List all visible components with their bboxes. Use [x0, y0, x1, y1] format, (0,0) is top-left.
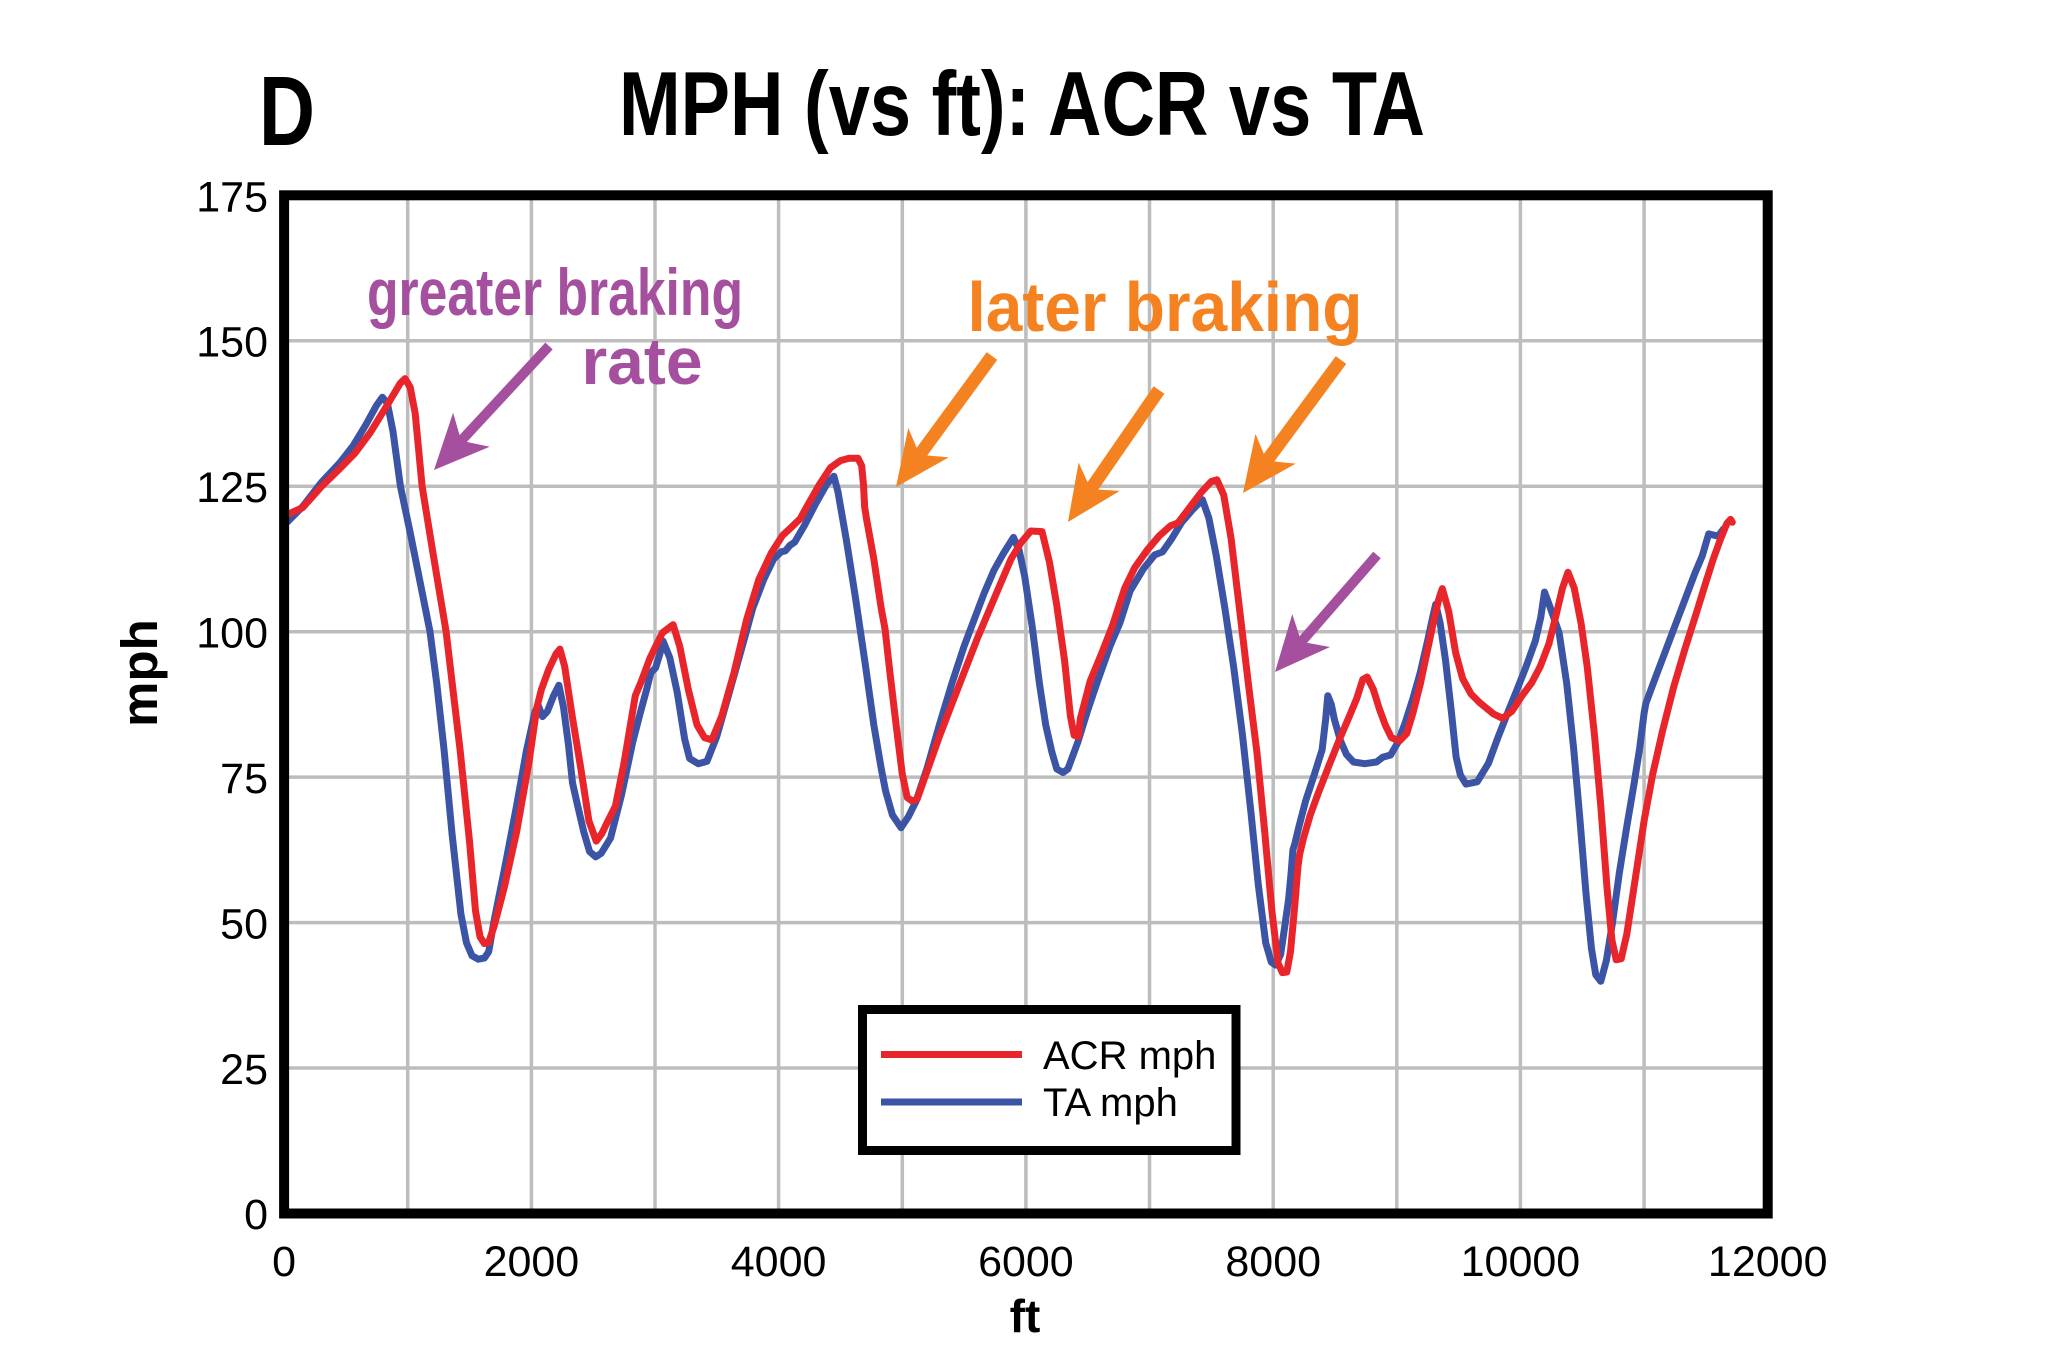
svg-text:greater braking: greater braking	[367, 255, 743, 329]
svg-text:ACR mph: ACR mph	[1043, 1034, 1216, 1078]
svg-text:10000: 10000	[1461, 1238, 1581, 1286]
svg-text:2000: 2000	[484, 1238, 580, 1286]
svg-text:175: 175	[196, 173, 268, 221]
svg-text:0: 0	[244, 1191, 268, 1239]
svg-text:100: 100	[196, 610, 268, 658]
svg-text:0: 0	[272, 1238, 296, 1286]
svg-text:50: 50	[220, 901, 268, 949]
svg-text:8000: 8000	[1225, 1238, 1321, 1286]
svg-text:12000: 12000	[1708, 1238, 1828, 1286]
svg-text:150: 150	[196, 319, 268, 367]
svg-text:6000: 6000	[978, 1238, 1074, 1286]
svg-text:25: 25	[220, 1046, 268, 1094]
svg-text:TA mph: TA mph	[1043, 1081, 1178, 1125]
svg-text:mph: mph	[111, 619, 168, 727]
svg-text:125: 125	[196, 464, 268, 512]
svg-text:4000: 4000	[731, 1238, 827, 1286]
svg-text:MPH (vs ft): ACR vs TA: MPH (vs ft): ACR vs TA	[619, 54, 1425, 155]
svg-text:rate: rate	[582, 324, 703, 398]
svg-text:75: 75	[220, 755, 268, 803]
svg-text:later braking: later braking	[968, 268, 1363, 346]
svg-text:ft: ft	[1010, 1290, 1041, 1342]
svg-text:D: D	[259, 56, 315, 166]
